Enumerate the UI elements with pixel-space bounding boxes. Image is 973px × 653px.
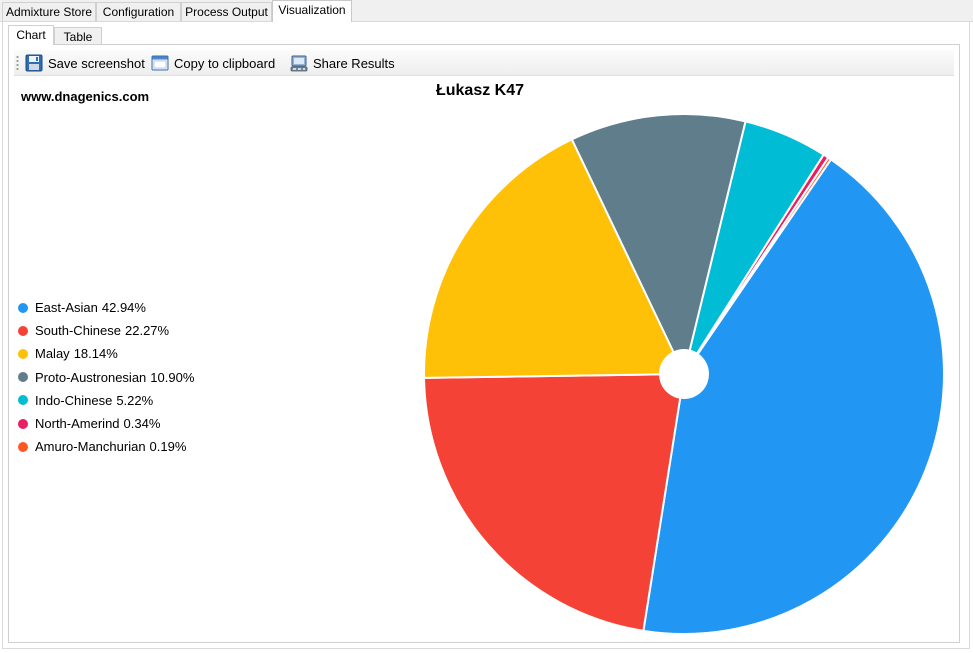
- legend-item: Proto-Austronesian 10.90%: [18, 366, 194, 389]
- main-tab-strip: Admixture Store Configuration Process Ou…: [0, 0, 973, 22]
- legend-item: East-Asian 42.94%: [18, 296, 194, 319]
- save-screenshot-button[interactable]: Save screenshot: [25, 53, 145, 73]
- legend-percent: 0.34%: [123, 416, 161, 432]
- legend-color-dot: [18, 348, 28, 359]
- legend-name: Indo-Chinese: [35, 392, 113, 408]
- legend-name: North-Amerind: [35, 416, 120, 432]
- tab-visualization[interactable]: Visualization: [272, 0, 352, 22]
- legend-name: Malay: [35, 346, 70, 362]
- copy-to-clipboard-label: Copy to clipboard: [174, 55, 276, 71]
- legend-percent: 0.19%: [149, 439, 187, 455]
- tab-chart[interactable]: Chart: [8, 25, 54, 45]
- legend-name: Amuro-Manchurian: [35, 439, 146, 455]
- legend-color-dot: [18, 302, 28, 313]
- chart-title: Łukasz K47: [435, 82, 525, 99]
- legend-color-dot: [18, 395, 28, 406]
- share-results-label: Share Results: [313, 55, 395, 71]
- legend-color-dot: [18, 325, 28, 336]
- pie-center-hole: [659, 349, 709, 399]
- legend-percent: 42.94%: [101, 300, 146, 316]
- legend-name: Proto-Austronesian: [35, 369, 147, 385]
- pie-slice-proto-austronesian[interactable]: [570, 113, 747, 377]
- tab-configuration[interactable]: Configuration: [96, 2, 181, 21]
- floppy-disk-icon: [25, 54, 43, 72]
- pie-slice-amuro-manchurian[interactable]: [683, 156, 833, 375]
- legend-percent: 22.27%: [125, 323, 170, 339]
- share-computer-icon: [290, 54, 308, 72]
- legend-item: Amuro-Manchurian 0.19%: [18, 435, 194, 458]
- legend-item: Malay 18.14%: [18, 342, 194, 365]
- tab-process-output[interactable]: Process Output: [181, 2, 272, 21]
- watermark-text: www.dnagenics.com: [21, 89, 150, 104]
- chart-legend: East-Asian 42.94% South-Chinese 22.27% M…: [18, 296, 194, 458]
- legend-name: East-Asian: [35, 300, 98, 316]
- legend-item: Indo-Chinese 5.22%: [18, 389, 194, 412]
- legend-percent: 18.14%: [73, 346, 118, 362]
- pie-slice-south-chinese[interactable]: [423, 372, 686, 632]
- pie-slice-east-asian[interactable]: [642, 158, 945, 635]
- legend-item: North-Amerind 0.34%: [18, 412, 194, 435]
- toolbar-grip[interactable]: [16, 55, 19, 71]
- save-screenshot-label: Save screenshot: [48, 55, 145, 71]
- chart-toolbar: Save screenshot Copy to clipboard Share …: [14, 50, 954, 76]
- legend-color-dot: [18, 441, 28, 452]
- clipboard-window-icon: [151, 54, 169, 72]
- copy-to-clipboard-button[interactable]: Copy to clipboard: [151, 53, 275, 73]
- legend-name: South-Chinese: [35, 323, 121, 339]
- legend-color-dot: [18, 372, 28, 383]
- share-results-button[interactable]: Share Results: [290, 53, 395, 73]
- tab-admixture-store[interactable]: Admixture Store: [2, 2, 96, 21]
- legend-color-dot: [18, 418, 28, 429]
- pie-slice-malay[interactable]: [423, 138, 686, 379]
- legend-percent: 10.90%: [150, 369, 195, 385]
- tab-table[interactable]: Table: [54, 27, 102, 45]
- legend-percent: 5.22%: [116, 392, 154, 408]
- legend-item: South-Chinese 22.27%: [18, 319, 194, 342]
